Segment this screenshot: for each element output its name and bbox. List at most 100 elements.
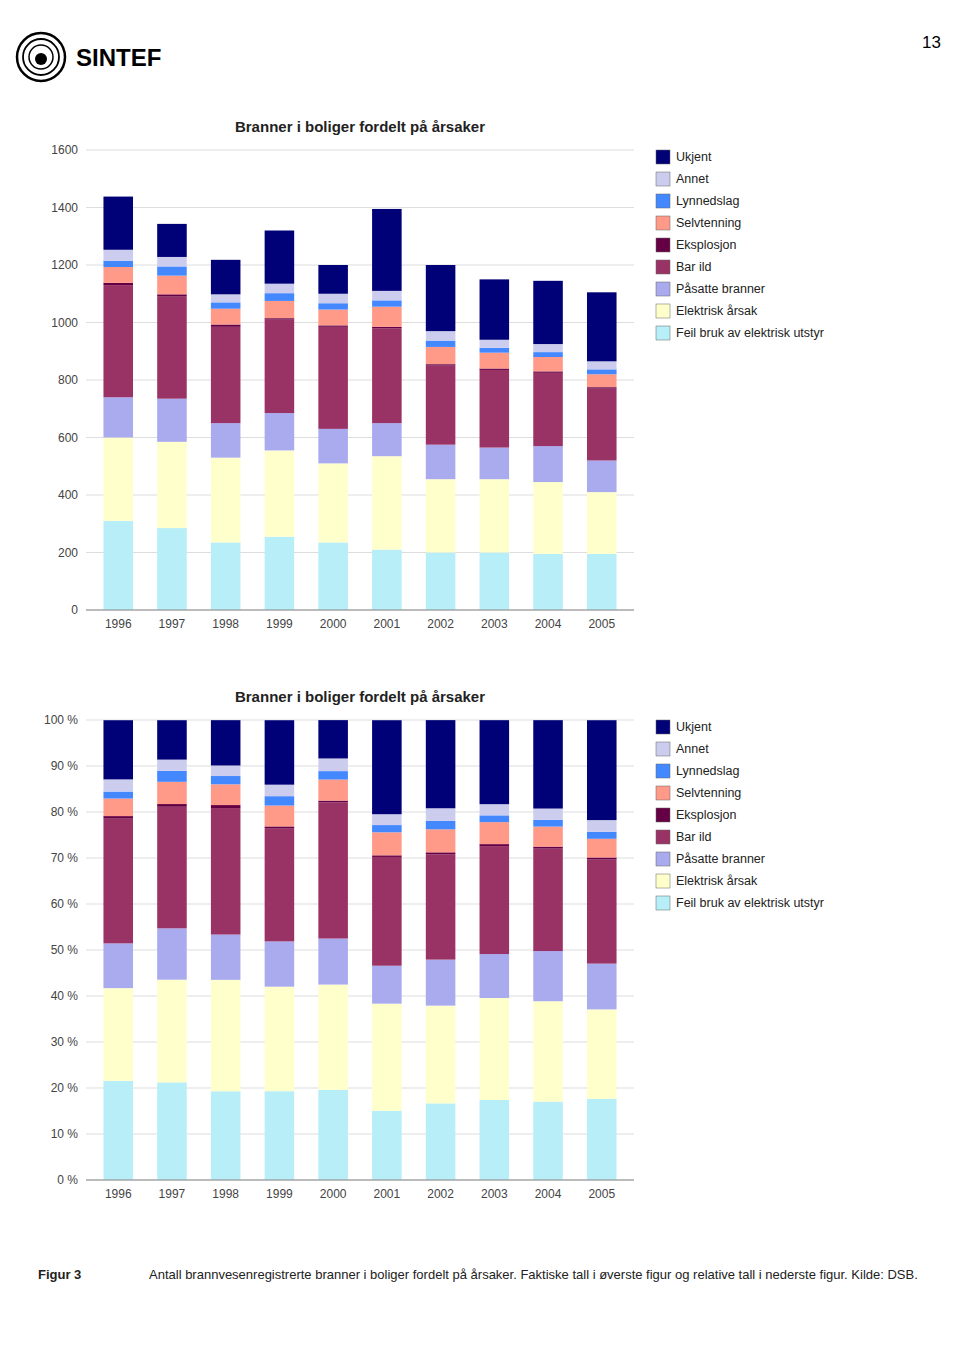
legend-swatch [656, 282, 670, 296]
legend: UkjentAnnetLynnedslagSelvtenningEksplosj… [656, 720, 824, 910]
y-tick-label: 0 [71, 603, 78, 617]
bar-segment [372, 814, 402, 825]
y-tick-label: 1000 [51, 316, 78, 330]
bar-segment [211, 935, 241, 980]
bar-segment [318, 758, 348, 771]
bar-segment [103, 799, 133, 817]
y-tick-label: 200 [58, 546, 78, 560]
bar-segment [533, 720, 563, 808]
y-tick-label: 1200 [51, 258, 78, 272]
logo-ring [29, 45, 53, 69]
bar-segment [480, 448, 510, 480]
x-tick-label: 2002 [427, 1187, 454, 1201]
bar-segment [426, 854, 456, 959]
bar-segment [587, 292, 617, 361]
bar-segment [103, 988, 133, 1081]
x-tick-label: 2000 [320, 1187, 347, 1201]
series [103, 438, 616, 554]
bar-segment [157, 266, 187, 275]
bar-segment [265, 785, 295, 797]
bar-segment [265, 1091, 295, 1180]
bar-segment [480, 353, 510, 369]
bar-segment [587, 839, 617, 858]
x-tick-label: 1996 [105, 1187, 132, 1201]
bar-segment [265, 231, 295, 284]
bar-segment [318, 325, 348, 326]
bar-segment [480, 822, 510, 844]
bar-segment [372, 1111, 402, 1180]
series [103, 197, 616, 362]
bars [103, 197, 616, 610]
bar-segment [426, 366, 456, 445]
bar-segment [157, 528, 187, 610]
bar-segment [426, 1006, 456, 1104]
bar-segment [211, 423, 241, 458]
bar-segment [318, 303, 348, 309]
chart: Branner i boliger fordelt på årsaker0 %1… [44, 688, 824, 1201]
x-tick-label: 2003 [481, 617, 508, 631]
bar-segment [318, 265, 348, 294]
bar-segment [211, 327, 241, 423]
bar-segment [157, 257, 187, 266]
y-tick-label: 600 [58, 431, 78, 445]
bar-segment [103, 250, 133, 261]
bar-segment [265, 828, 295, 941]
bar-segment [157, 782, 187, 804]
logo-ring [23, 39, 59, 75]
bar-segment [372, 825, 402, 832]
bar-segment [480, 846, 510, 954]
bar-segment [103, 397, 133, 437]
caption-text: Antall brannvesenregistrerte branner i b… [149, 1266, 919, 1284]
bar-segment [533, 352, 563, 357]
bar-segment [211, 808, 241, 935]
bar-segment [480, 479, 510, 552]
chart-title: Branner i boliger fordelt på årsaker [235, 688, 485, 705]
bar-segment [318, 939, 348, 985]
bar-segment [157, 804, 187, 807]
bar-segment [103, 261, 133, 267]
bar-segment [157, 771, 187, 782]
bar-segment [587, 554, 617, 610]
legend-swatch [656, 808, 670, 822]
bar-segment [426, 341, 456, 347]
legend-label: Bar ild [676, 830, 711, 844]
x-axis: 1996199719981999200020012002200320042005 [86, 610, 634, 631]
bar-segment [372, 720, 402, 814]
bar-segment [265, 941, 295, 986]
legend-label: Påsatte branner [676, 282, 765, 296]
bar-segment [265, 806, 295, 827]
bar-segment [480, 720, 510, 804]
legend-label: Ukjent [676, 150, 712, 164]
bar-segment [211, 325, 241, 327]
legend-label: Eksplosjon [676, 808, 736, 822]
bar-segment [426, 821, 456, 829]
bar-segment [211, 1091, 241, 1180]
bar-segment [533, 809, 563, 820]
y-tick-label: 50 % [51, 943, 79, 957]
bar-segment [480, 1100, 510, 1180]
bar-segment [103, 438, 133, 521]
x-tick-label: 1998 [212, 617, 239, 631]
bar-segment [533, 357, 563, 371]
legend-swatch [656, 720, 670, 734]
page: SINTEF13Branner i boliger fordelt på års… [0, 0, 960, 1347]
bar-segment [372, 327, 402, 328]
bar-segment [211, 776, 241, 784]
bar-segment [157, 294, 187, 296]
logo-ring [17, 33, 65, 81]
bar-segment [533, 827, 563, 847]
x-tick-label: 2002 [427, 617, 454, 631]
series [103, 261, 616, 375]
y-tick-label: 1400 [51, 201, 78, 215]
bar-segment [265, 987, 295, 1092]
bar-segment [157, 720, 187, 759]
bar-segment [211, 294, 241, 302]
x-tick-label: 2001 [374, 1187, 401, 1201]
bar-segment [480, 370, 510, 448]
bar-segment [103, 521, 133, 610]
x-tick-label: 2000 [320, 617, 347, 631]
bar-segment [265, 537, 295, 610]
legend-swatch [656, 852, 670, 866]
bar-segment [103, 283, 133, 285]
bar-segment [318, 985, 348, 1090]
